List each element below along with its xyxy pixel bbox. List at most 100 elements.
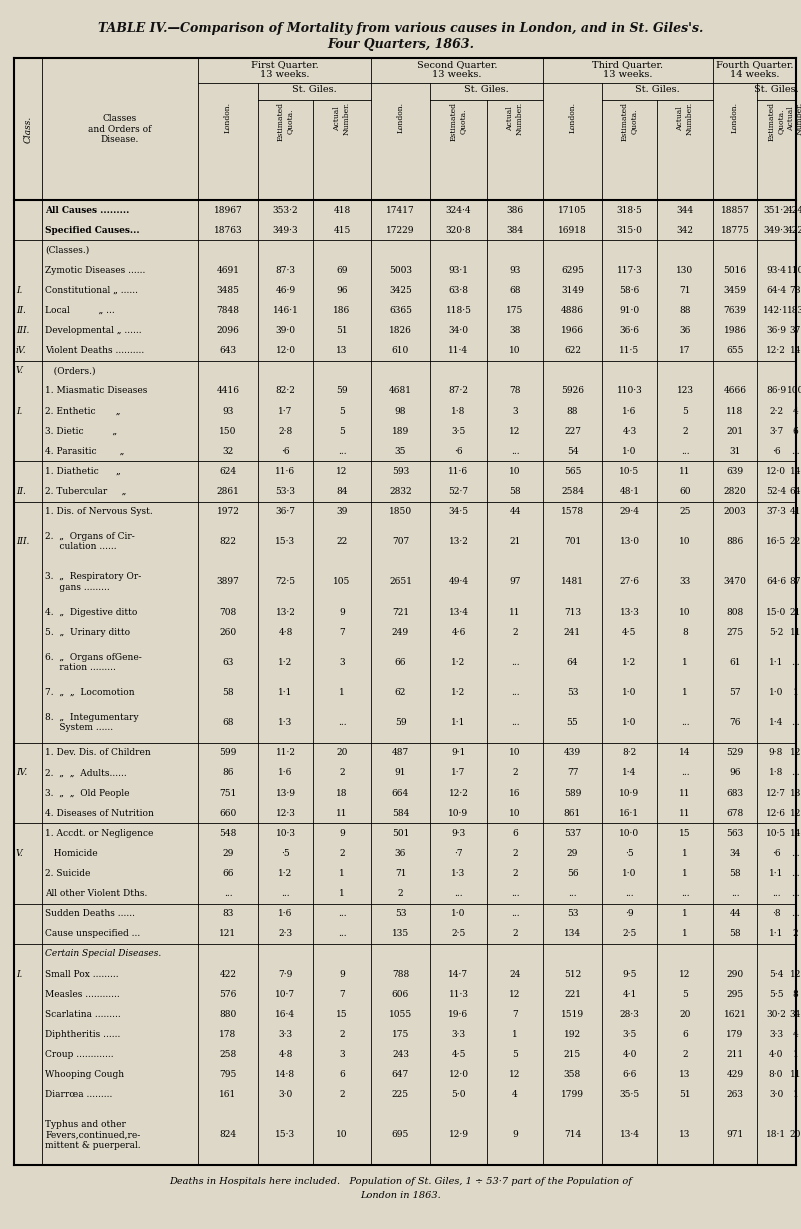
Text: 5·2: 5·2 [769, 628, 783, 637]
Text: 6365: 6365 [389, 306, 412, 315]
Text: 13: 13 [679, 1131, 690, 1139]
Text: 4. Parasitic        „: 4. Parasitic „ [45, 447, 124, 456]
Text: 318·5: 318·5 [617, 205, 642, 215]
Text: 93: 93 [223, 407, 234, 415]
Text: 565: 565 [564, 467, 582, 476]
Text: 8·0: 8·0 [769, 1070, 783, 1079]
Text: 2820: 2820 [723, 487, 747, 497]
Text: 97: 97 [509, 578, 521, 586]
Text: Specified Causes...: Specified Causes... [45, 226, 139, 235]
Text: 1966: 1966 [561, 326, 584, 336]
Text: 27·6: 27·6 [619, 578, 639, 586]
Text: 2.  „  „  Adults......: 2. „ „ Adults...... [45, 768, 127, 778]
Text: 175: 175 [392, 1030, 409, 1039]
Text: ...: ... [791, 718, 800, 728]
Text: 3: 3 [339, 658, 344, 667]
Text: 342: 342 [677, 226, 694, 235]
Text: 1·2: 1·2 [622, 658, 637, 667]
Text: iV.: iV. [16, 347, 26, 355]
Text: 130: 130 [676, 265, 694, 275]
Text: 6·6: 6·6 [622, 1070, 637, 1079]
Text: All Causes .........: All Causes ......... [45, 205, 130, 215]
Text: 418: 418 [333, 205, 351, 215]
Text: 1: 1 [682, 929, 688, 938]
Text: 48·1: 48·1 [619, 487, 639, 497]
Text: 13·4: 13·4 [449, 607, 469, 617]
Text: 121: 121 [219, 929, 236, 938]
Text: 9·5: 9·5 [622, 970, 637, 978]
Text: 861: 861 [564, 809, 581, 817]
Text: 3897: 3897 [216, 578, 239, 586]
Text: 71: 71 [395, 869, 406, 878]
Text: 664: 664 [392, 789, 409, 798]
Text: 11·4: 11·4 [449, 347, 469, 355]
Text: 708: 708 [219, 607, 236, 617]
Text: 751: 751 [219, 789, 236, 798]
Text: 5: 5 [682, 989, 688, 999]
Text: 424: 424 [787, 205, 801, 215]
Text: I.: I. [16, 970, 22, 978]
Text: ...: ... [681, 889, 690, 898]
Text: 1: 1 [682, 869, 688, 878]
Text: 3·3: 3·3 [452, 1030, 465, 1039]
Text: Diphtheritis ......: Diphtheritis ...... [45, 1030, 120, 1039]
Text: 20: 20 [790, 1131, 801, 1139]
Text: 68: 68 [222, 718, 234, 728]
Text: 260: 260 [219, 628, 236, 637]
Text: 3470: 3470 [723, 578, 747, 586]
Text: 2: 2 [512, 768, 517, 778]
Text: 647: 647 [392, 1070, 409, 1079]
Text: I.: I. [16, 286, 22, 295]
Text: Actual
Number.: Actual Number. [787, 102, 801, 135]
Text: 639: 639 [727, 467, 743, 476]
Text: 11: 11 [790, 628, 801, 637]
Text: 36·9: 36·9 [766, 326, 786, 336]
Text: ·5: ·5 [281, 849, 290, 858]
Text: 7: 7 [512, 1010, 518, 1019]
Text: 52·4: 52·4 [766, 487, 786, 497]
Text: 32: 32 [223, 447, 234, 456]
Text: 9: 9 [512, 1131, 518, 1139]
Text: 93·4: 93·4 [766, 265, 786, 275]
Text: 1·2: 1·2 [452, 688, 465, 697]
Text: 3149: 3149 [561, 286, 584, 295]
Text: 14·8: 14·8 [276, 1070, 296, 1079]
Text: 183: 183 [787, 306, 801, 315]
Text: 1: 1 [682, 658, 688, 667]
Text: TABLE IV.—Comparison of Mortality from various causes in London, and in St. Gile: TABLE IV.—Comparison of Mortality from v… [98, 22, 703, 34]
Text: 53: 53 [395, 909, 406, 918]
Text: 16918: 16918 [558, 226, 587, 235]
Text: 4: 4 [793, 1030, 799, 1039]
Text: 4·0: 4·0 [622, 1050, 637, 1059]
Text: 3·5: 3·5 [451, 426, 465, 436]
Text: 12·2: 12·2 [449, 789, 469, 798]
Text: 12·0: 12·0 [449, 1070, 469, 1079]
Text: 215: 215 [564, 1050, 581, 1059]
Text: 10: 10 [509, 809, 521, 817]
Text: 225: 225 [392, 1090, 409, 1099]
Text: 41: 41 [790, 508, 801, 516]
Text: 1621: 1621 [723, 1010, 747, 1019]
Text: (Orders.): (Orders.) [45, 366, 95, 375]
Text: 12·7: 12·7 [766, 789, 786, 798]
Text: 606: 606 [392, 989, 409, 999]
Text: Class.: Class. [23, 116, 33, 143]
Text: 2: 2 [512, 628, 517, 637]
Text: ·5: ·5 [625, 849, 634, 858]
Text: 59: 59 [395, 718, 406, 728]
Text: 4: 4 [512, 1090, 518, 1099]
Text: 14: 14 [790, 347, 801, 355]
Text: 96: 96 [729, 768, 741, 778]
Text: 886: 886 [727, 537, 743, 546]
Text: 9: 9 [339, 828, 345, 838]
Text: 2832: 2832 [389, 487, 412, 497]
Text: 1519: 1519 [561, 1010, 584, 1019]
Text: 3·7: 3·7 [769, 426, 783, 436]
Text: 64: 64 [567, 658, 578, 667]
Text: 6.  „  Organs ofGene-
     ration .........: 6. „ Organs ofGene- ration ......... [45, 653, 142, 672]
Text: 795: 795 [219, 1070, 236, 1079]
Text: St. Giles.: St. Giles. [635, 85, 680, 93]
Text: 1. Miasmatic Diseases: 1. Miasmatic Diseases [45, 386, 147, 396]
Text: 2. Tubercular     „: 2. Tubercular „ [45, 487, 127, 497]
Text: 249: 249 [392, 628, 409, 637]
